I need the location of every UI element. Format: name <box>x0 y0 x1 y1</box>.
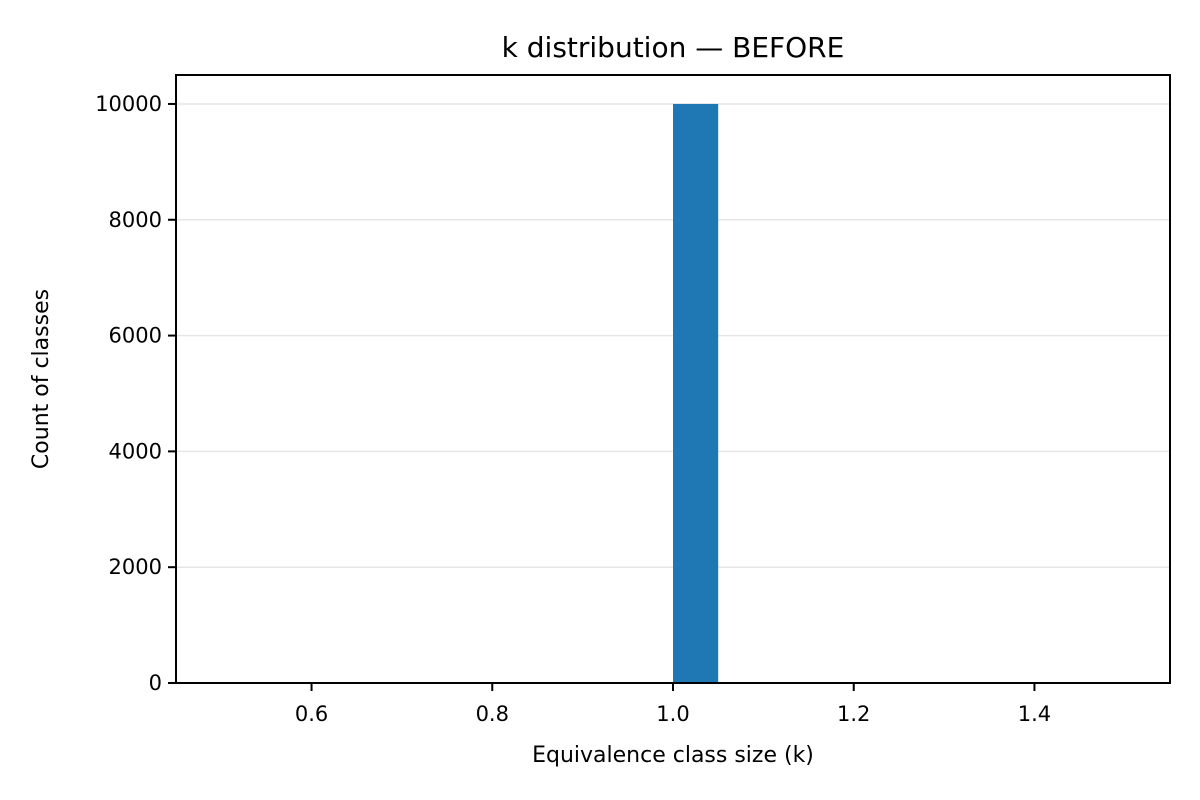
bar-layer <box>673 103 719 683</box>
x-tick-label: 1.0 <box>656 702 689 726</box>
x-tick-label: 0.6 <box>295 702 328 726</box>
y-tick-label: 2000 <box>109 555 162 579</box>
x-axis-ticks: 0.6 0.8 1.0 1.2 1.4 <box>295 683 1051 726</box>
y-tick-label: 8000 <box>109 208 162 232</box>
x-tick-label: 0.8 <box>476 702 509 726</box>
histogram-bar-0 <box>673 103 719 683</box>
y-tick-label: 4000 <box>109 439 162 463</box>
x-tick-label: 1.4 <box>1018 702 1051 726</box>
x-tick-label: 1.2 <box>837 702 870 726</box>
y-axis-ticks: 0 2000 4000 6000 8000 10000 <box>95 92 176 695</box>
y-tick-label: 0 <box>149 671 162 695</box>
y-tick-label: 6000 <box>109 324 162 348</box>
chart-title: k distribution — BEFORE <box>502 31 845 64</box>
x-axis-label: Equivalence class size (k) <box>532 743 814 768</box>
y-tick-label: 10000 <box>95 92 162 116</box>
y-axis-label: Count of classes <box>29 289 54 469</box>
